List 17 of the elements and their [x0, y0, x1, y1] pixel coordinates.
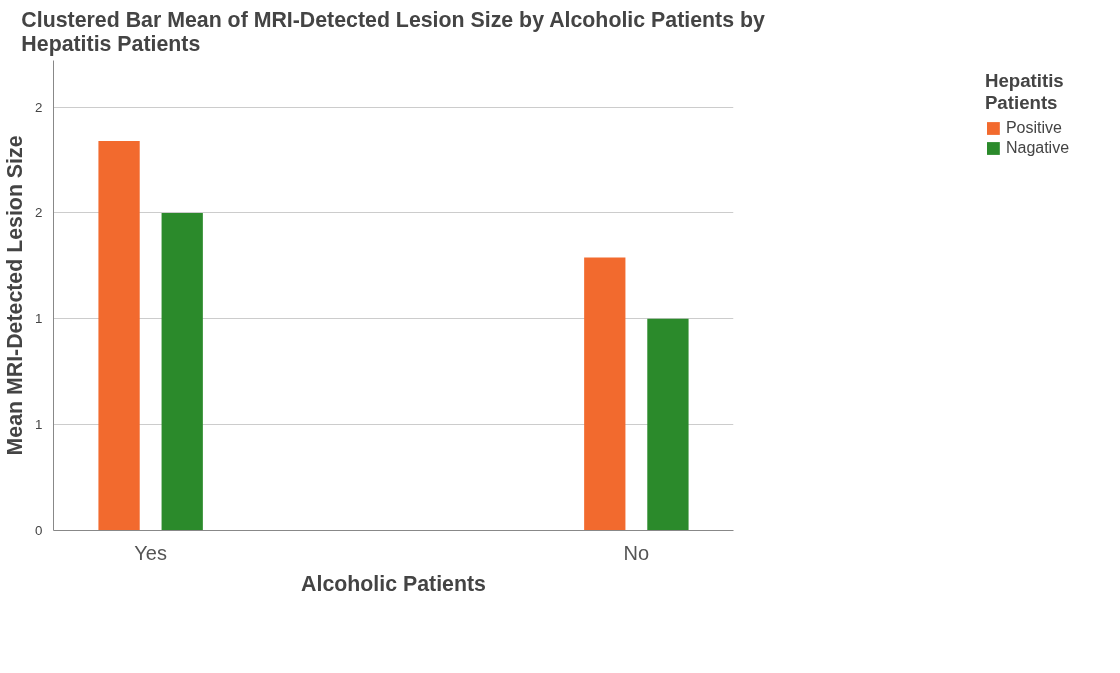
bar: [647, 318, 689, 531]
y-tick-label: 1: [35, 311, 43, 327]
bar: [98, 140, 140, 531]
y-tick-label: 2: [35, 205, 43, 221]
x-tick-label: Yes: [134, 541, 167, 564]
y-tick-label: 1: [35, 417, 43, 433]
legend-label: Positive: [1005, 119, 1062, 137]
y-tick-label: 2: [35, 99, 43, 115]
y-tick-label: 0: [35, 523, 43, 538]
bar: [584, 257, 626, 531]
bar: [161, 212, 203, 531]
y-axis-title: Mean MRI-Detected Lesion Size: [3, 135, 28, 456]
legend-title: Hepatitis Patients: [984, 70, 1065, 114]
chart-title: Clustered Bar Mean of MRI-Detected Lesion Size by Alcoholic Patients by Hepatitis Patients: [21, 7, 765, 56]
x-tick-label: No: [623, 541, 650, 564]
x-axis-title: Alcoholic Patients: [301, 571, 486, 596]
legend-label: Nagative: [1005, 139, 1070, 157]
